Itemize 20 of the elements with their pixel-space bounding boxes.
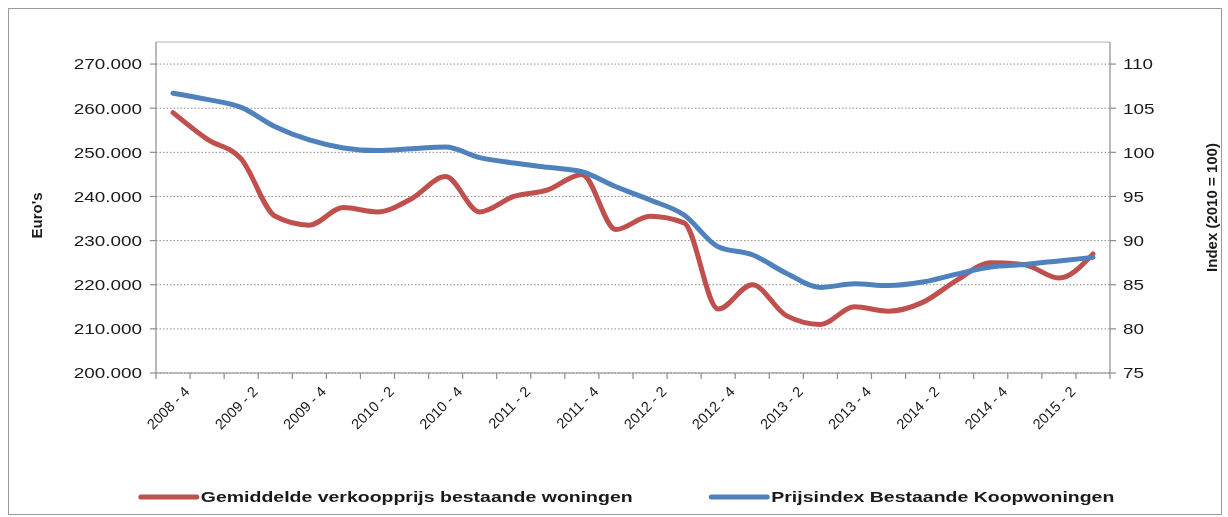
legend-label: Prijsindex Bestaande Koopwoningen [771, 488, 1115, 506]
y-tick-label: 270.000 [73, 55, 142, 74]
y2-tick-label: 80 [1123, 319, 1145, 338]
y2-tick-label: 100 [1123, 143, 1155, 162]
y-tick-label: 240.000 [73, 187, 142, 206]
y-tick-label: 260.000 [73, 99, 142, 118]
y-tick-label: 210.000 [73, 319, 142, 338]
y2-tick-label: 75 [1123, 364, 1145, 382]
y-tick-label: 200.000 [73, 364, 142, 382]
y2-tick-label: 110 [1123, 55, 1154, 74]
y-axis-title: Euro's [27, 192, 45, 239]
y-tick-label: 220.000 [73, 275, 142, 294]
y2-tick-label: 105 [1123, 99, 1155, 118]
y2-axis-title: Index (2010 = 100) [1202, 143, 1220, 272]
y2-tick-label: 95 [1123, 187, 1145, 206]
y-tick-label: 250.000 [73, 143, 142, 162]
y-tick-label: 230.000 [73, 231, 142, 250]
y2-tick-label: 85 [1123, 275, 1145, 294]
y2-tick-label: 90 [1123, 231, 1145, 250]
legend-label: Gemiddelde verkoopprijs bestaande woningen [200, 488, 633, 506]
